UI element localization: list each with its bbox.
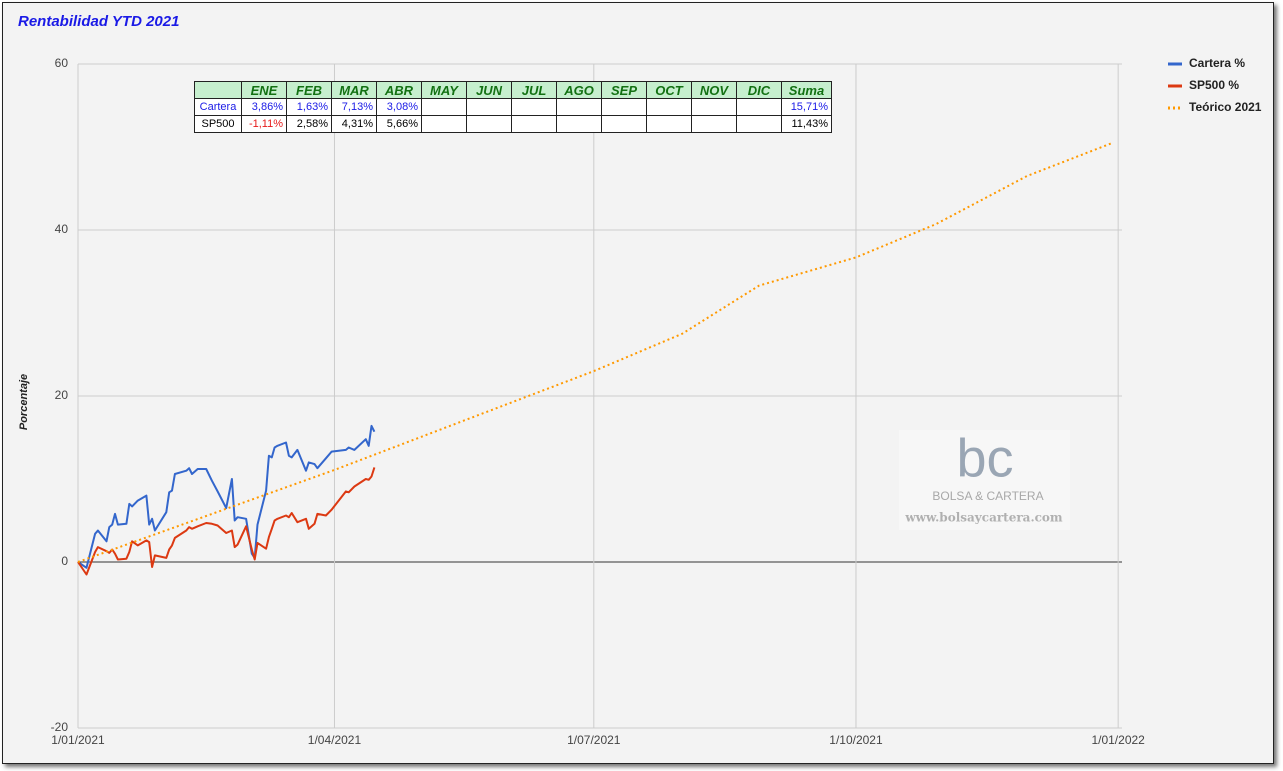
empty-cell	[736, 98, 782, 116]
month-header: FEB	[286, 81, 332, 99]
sum-value: 11,43%	[781, 115, 832, 133]
sum-header: Suma	[781, 81, 832, 99]
month-header: NOV	[691, 81, 737, 99]
empty-cell	[736, 115, 782, 133]
row-label: SP500	[194, 115, 242, 133]
empty-cell	[646, 115, 692, 133]
x-tick-label: 1/10/2021	[829, 733, 883, 747]
watermark-logo: bc	[956, 428, 1013, 488]
y-tick-label: 20	[55, 388, 69, 402]
month-header: DIC	[736, 81, 782, 99]
month-value: 4,31%	[331, 115, 377, 133]
month-value: 3,86%	[241, 98, 287, 116]
table-header: ENE FEB MAR ABR MAY JUN JUL AGO SEP OCT NOV DIC Suma	[194, 81, 832, 99]
empty-cell	[511, 98, 557, 116]
empty-cell	[556, 98, 602, 116]
empty-cell	[466, 115, 512, 133]
series-line	[77, 424, 376, 569]
series-line	[77, 467, 376, 576]
empty-cell	[466, 98, 512, 116]
x-tick-label: 1/01/2021	[51, 733, 105, 747]
x-tick-label: 1/04/2021	[308, 733, 362, 747]
y-tick-label: 0	[61, 554, 68, 568]
month-header: MAY	[421, 81, 467, 99]
monthly-table: ENE FEB MAR ABR MAY JUN JUL AGO SEP OCT NOV DIC Suma…	[194, 81, 832, 133]
empty-cell	[601, 98, 647, 116]
legend-label: SP500 %	[1189, 78, 1239, 92]
month-value: -1,11%	[241, 115, 287, 133]
month-value: 3,08%	[376, 98, 422, 116]
series-line	[77, 141, 1113, 563]
row-label: Cartera	[194, 98, 242, 116]
month-header: SEP	[601, 81, 647, 99]
empty-cell	[421, 98, 467, 116]
legend-label: Cartera %	[1189, 56, 1245, 70]
y-tick-label: 40	[55, 222, 69, 236]
chart-title: Rentabilidad YTD 2021	[18, 13, 179, 30]
watermark-name: BOLSA & CARTERA	[932, 489, 1043, 503]
watermark-box	[899, 430, 1070, 530]
legend-label: Teórico 2021	[1189, 100, 1262, 114]
month-header: JUL	[511, 81, 557, 99]
month-value: 1,63%	[286, 98, 332, 116]
month-value: 7,13%	[331, 98, 377, 116]
sum-value: 15,71%	[781, 98, 832, 116]
month-value: 5,66%	[376, 115, 422, 133]
month-value: 2,58%	[286, 115, 332, 133]
month-header: ENE	[241, 81, 287, 99]
table-row: SP500 -1,11% 2,58% 4,31% 5,66% 11,43%	[194, 115, 832, 133]
y-axis-label: Porcentaje	[18, 374, 30, 430]
empty-cell	[646, 98, 692, 116]
y-tick-label: 60	[55, 56, 69, 70]
empty-cell	[691, 115, 737, 133]
empty-cell	[421, 115, 467, 133]
table-row: Cartera 3,86% 1,63% 7,13% 3,08% 15,71%	[194, 98, 832, 116]
empty-cell	[601, 115, 647, 133]
month-header: MAR	[331, 81, 377, 99]
month-header: AGO	[556, 81, 602, 99]
month-header: ABR	[376, 81, 422, 99]
corner-cell	[194, 81, 242, 99]
empty-cell	[691, 98, 737, 116]
plot-area	[77, 63, 1122, 729]
month-header: OCT	[646, 81, 692, 99]
watermark-url: www.bolsaycartera.com	[904, 511, 1063, 525]
y-tick-label: -20	[51, 720, 69, 734]
empty-cell	[556, 115, 602, 133]
x-tick-label: 1/01/2022	[1091, 733, 1145, 747]
empty-cell	[511, 115, 557, 133]
x-tick-label: 1/07/2021	[567, 733, 621, 747]
month-header: JUN	[466, 81, 512, 99]
